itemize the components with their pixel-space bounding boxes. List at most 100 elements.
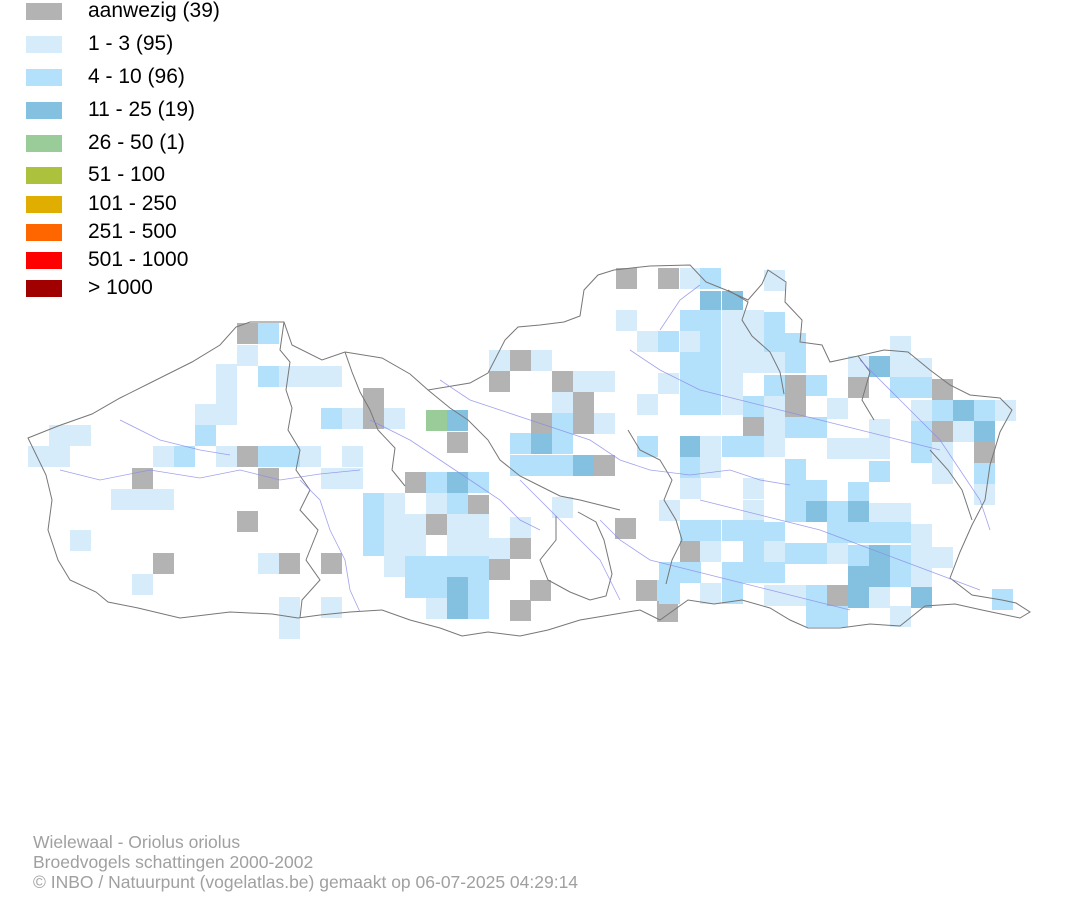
atlas-square (132, 468, 153, 489)
map-footer: Wielewaal - Oriolus oriolus Broedvogels … (33, 832, 578, 892)
river-line (119, 419, 231, 456)
atlas-square (489, 350, 510, 371)
atlas-square (447, 535, 468, 556)
atlas-square (806, 417, 827, 438)
atlas-square (49, 446, 70, 467)
atlas-square (468, 472, 489, 493)
atlas-square (827, 398, 848, 419)
species-title: Wielewaal - Oriolus oriolus (33, 832, 241, 852)
atlas-square (890, 356, 911, 377)
atlas-square (426, 598, 447, 619)
atlas-square (785, 352, 806, 373)
atlas-square (932, 463, 953, 484)
atlas-square (384, 556, 405, 577)
atlas-square (827, 522, 848, 543)
atlas-square (848, 545, 869, 566)
atlas-square (659, 562, 680, 583)
atlas-square (258, 366, 279, 387)
atlas-square (279, 446, 300, 467)
atlas-square (827, 438, 848, 459)
atlas-square (722, 352, 743, 373)
atlas-square (321, 366, 342, 387)
atlas-square (869, 503, 890, 524)
atlas-square (363, 514, 384, 535)
atlas-square (743, 436, 764, 457)
atlas-square (616, 268, 637, 289)
atlas-square (405, 577, 426, 598)
atlas-square (743, 331, 764, 352)
atlas-square (911, 566, 932, 587)
atlas-square (743, 541, 764, 562)
atlas-square (974, 463, 995, 484)
atlas-square (447, 598, 468, 619)
river-line (369, 419, 541, 531)
atlas-square (680, 520, 701, 541)
atlas-square (384, 493, 405, 514)
atlas-square (890, 545, 911, 566)
atlas-square (700, 436, 721, 457)
atlas-square (722, 373, 743, 394)
atlas-square (531, 455, 552, 476)
atlas-square (216, 364, 237, 385)
atlas-square (932, 379, 953, 400)
atlas-square (700, 352, 721, 373)
atlas-square (279, 618, 300, 639)
atlas-square (426, 410, 447, 431)
atlas-square (806, 543, 827, 564)
atlas-square (321, 408, 342, 429)
atlas-square (111, 489, 132, 510)
atlas-square (743, 310, 764, 331)
atlas-square (468, 598, 489, 619)
atlas-square (363, 493, 384, 514)
atlas-square (806, 375, 827, 396)
atlas-square (743, 478, 764, 499)
atlas-square (680, 268, 701, 289)
atlas-square (785, 501, 806, 522)
atlas-square (237, 446, 258, 467)
atlas-square (405, 514, 426, 535)
legend-item: 251 - 500 (26, 221, 266, 243)
atlas-square (49, 425, 70, 446)
atlas-square (636, 580, 657, 601)
atlas-square (995, 400, 1016, 421)
atlas-square (258, 323, 279, 344)
atlas-square (321, 597, 342, 618)
atlas-square (132, 489, 153, 510)
atlas-square (785, 375, 806, 396)
atlas-square (869, 566, 890, 587)
legend-label: 501 - 1000 (88, 248, 189, 271)
atlas-square (658, 331, 679, 352)
region-outline (27, 264, 1031, 637)
atlas-square (974, 442, 995, 463)
atlas-square (573, 455, 594, 476)
river-line (599, 519, 851, 611)
legend-item: 26 - 50 (1) (26, 132, 266, 154)
legend-item: 11 - 25 (19) (26, 99, 266, 121)
atlas-square (237, 511, 258, 532)
atlas-square (785, 585, 806, 606)
atlas-square (258, 553, 279, 574)
atlas-square (848, 522, 869, 543)
atlas-square (700, 457, 721, 478)
atlas-square (489, 538, 510, 559)
atlas-square (911, 442, 932, 463)
atlas-square (363, 535, 384, 556)
atlas-square (722, 331, 743, 352)
atlas-square (342, 446, 363, 467)
legend-label: 26 - 50 (1) (88, 131, 185, 154)
atlas-square (700, 541, 721, 562)
atlas-square (722, 436, 743, 457)
atlas-square (680, 394, 701, 415)
atlas-square (552, 497, 573, 518)
atlas-square (680, 541, 701, 562)
atlas-square (510, 350, 531, 371)
legend-swatch (26, 280, 62, 297)
dataset-subtitle: Broedvogels schattingen 2000-2002 (33, 852, 314, 872)
atlas-square (258, 446, 279, 467)
atlas-square (489, 559, 510, 580)
atlas-square (911, 587, 932, 608)
atlas-square (468, 535, 489, 556)
atlas-square (848, 482, 869, 503)
legend-swatch (26, 167, 62, 184)
atlas-square (573, 371, 594, 392)
